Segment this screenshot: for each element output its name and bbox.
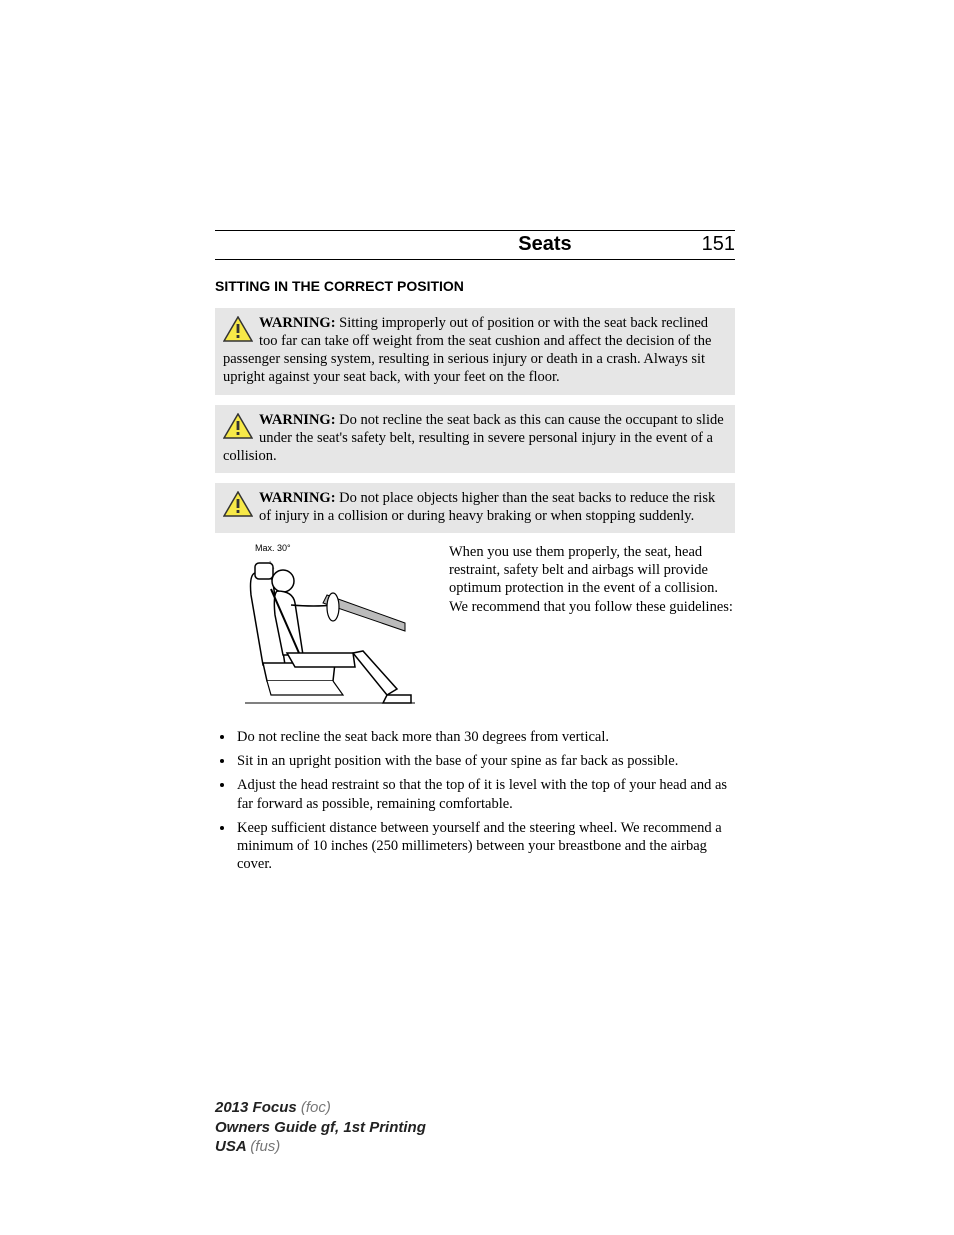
manual-page: Seats 151 SITTING IN THE CORRECT POSITIO… (215, 230, 735, 879)
page-header: Seats 151 (215, 233, 735, 260)
warning-box: WARNING: Sitting improperly out of posit… (215, 308, 735, 395)
footer-line: USA (fus) (215, 1137, 426, 1157)
intro-paragraph: When you use them properly, the seat, he… (449, 543, 735, 710)
warning-label: WARNING: (259, 490, 336, 506)
footer-code: (foc) (301, 1099, 331, 1116)
footer-region: USA (215, 1138, 250, 1155)
warning-triangle-icon (223, 413, 253, 439)
section-heading: SITTING IN THE CORRECT POSITION (215, 278, 735, 294)
page-footer: 2013 Focus (foc) Owners Guide gf, 1st Pr… (215, 1098, 426, 1157)
chapter-title: Seats (518, 233, 571, 256)
list-item: Do not recline the seat back more than 3… (235, 728, 735, 746)
warning-box: WARNING: Do not recline the seat back as… (215, 405, 735, 473)
list-item: Sit in an upright position with the base… (235, 752, 735, 770)
warning-label: WARNING: (259, 412, 336, 428)
diagram-and-intro: Max. 30° (215, 543, 735, 710)
seated-person-icon (215, 555, 415, 705)
warning-box: WARNING: Do not place objects higher tha… (215, 483, 735, 533)
warning-triangle-icon (223, 316, 253, 342)
footer-model: 2013 Focus (215, 1099, 301, 1116)
list-item: Adjust the head restraint so that the to… (235, 776, 735, 812)
guidelines-list: Do not recline the seat back more than 3… (235, 728, 735, 873)
page-number: 151 (702, 233, 735, 256)
footer-line: Owners Guide gf, 1st Printing (215, 1118, 426, 1138)
diagram-caption: Max. 30° (255, 543, 435, 553)
warning-label: WARNING: (259, 315, 336, 331)
seating-diagram: Max. 30° (215, 543, 435, 710)
footer-code: (fus) (250, 1138, 280, 1155)
header-rule (215, 230, 735, 231)
warning-triangle-icon (223, 491, 253, 517)
footer-line: 2013 Focus (foc) (215, 1098, 426, 1118)
list-item: Keep sufficient distance between yoursel… (235, 819, 735, 873)
